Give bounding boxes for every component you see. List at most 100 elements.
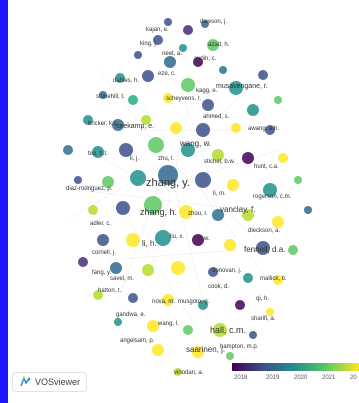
network-node[interactable] [93, 290, 103, 300]
author-label[interactable]: cornell, j. [92, 250, 116, 256]
network-node[interactable] [195, 172, 211, 188]
author-label[interactable]: nova, m. [152, 299, 175, 305]
author-label[interactable]: awang, a.h. [248, 126, 279, 132]
network-node[interactable] [192, 346, 204, 358]
network-node[interactable] [126, 233, 140, 247]
network-node[interactable] [266, 308, 274, 316]
author-label[interactable]: li, j. [130, 156, 139, 162]
network-node[interactable] [231, 123, 241, 133]
author-label[interactable]: fang, y. [92, 270, 112, 276]
network-node[interactable] [97, 234, 109, 246]
network-node[interactable] [110, 262, 122, 274]
author-label[interactable]: dahles, h. [113, 78, 139, 84]
author-label[interactable]: neet, a. [162, 51, 182, 57]
network-node[interactable] [74, 176, 82, 184]
author-label[interactable]: zhou, r. [188, 211, 208, 217]
network-node[interactable] [142, 264, 154, 276]
network-node[interactable] [213, 323, 227, 337]
network-node[interactable] [202, 99, 214, 111]
network-node[interactable] [183, 325, 193, 335]
network-node[interactable] [144, 196, 162, 214]
network-node[interactable] [278, 153, 288, 163]
author-label[interactable]: zhu, l. [158, 156, 174, 162]
network-node[interactable] [294, 176, 302, 184]
network-node[interactable] [224, 239, 236, 251]
author-label[interactable]: zhang, h. [140, 207, 177, 217]
network-node[interactable] [201, 20, 209, 28]
network-node[interactable] [196, 123, 210, 137]
author-label[interactable]: saarinen, j. [186, 345, 225, 354]
author-label[interactable]: sharifi, a. [251, 316, 276, 322]
network-node[interactable] [88, 205, 98, 215]
network-node[interactable] [263, 183, 277, 197]
author-label[interactable]: musgoto, g. [178, 299, 210, 305]
network-node[interactable] [288, 245, 298, 255]
network-node[interactable] [128, 95, 138, 105]
network-node[interactable] [198, 300, 208, 310]
author-label[interactable]: seekamp, e. [116, 123, 154, 130]
network-node[interactable] [130, 170, 146, 186]
author-label[interactable]: qi, h. [256, 296, 269, 302]
network-node[interactable] [179, 44, 187, 52]
author-label[interactable]: ahmed, s. [203, 114, 230, 120]
author-label[interactable]: aydin, c. [194, 56, 217, 62]
network-node[interactable] [193, 57, 203, 67]
network-node[interactable] [116, 201, 130, 215]
author-label[interactable]: bricker, k.s. [88, 121, 119, 127]
author-label[interactable]: bui, h.t. [88, 151, 108, 157]
author-label[interactable]: savel, m. [110, 276, 134, 282]
network-node[interactable] [208, 267, 218, 277]
author-label[interactable]: hampton, m.p. [220, 344, 259, 350]
author-label[interactable]: azad, h. [208, 42, 230, 48]
author-label[interactable]: gandwa, e. [116, 312, 146, 318]
network-node[interactable] [141, 115, 151, 125]
network-node[interactable] [226, 352, 234, 360]
author-label[interactable]: diaz-rodriguez, p. [66, 186, 113, 192]
author-label[interactable]: li, w. [198, 236, 210, 242]
network-node[interactable] [114, 318, 122, 326]
author-label[interactable]: liu, x. [170, 234, 184, 240]
network-node[interactable] [134, 51, 142, 59]
network-node[interactable] [158, 165, 178, 185]
network-node[interactable] [163, 93, 173, 103]
network-node[interactable] [258, 70, 268, 80]
network-node[interactable] [181, 143, 195, 157]
author-label[interactable]: stonehill, t. [96, 94, 125, 100]
network-node[interactable] [99, 91, 107, 99]
author-label[interactable]: hunt, c.a. [254, 164, 279, 170]
network-node[interactable] [247, 104, 259, 116]
network-visualization[interactable]: kajan, e. dawson, j. king, j. azad, h. n… [8, 0, 359, 403]
network-node[interactable] [274, 96, 282, 104]
network-node[interactable] [115, 73, 125, 83]
network-node[interactable] [229, 81, 243, 95]
network-node[interactable] [152, 344, 164, 356]
network-node[interactable] [249, 331, 257, 339]
network-node[interactable] [162, 294, 174, 306]
network-node[interactable] [174, 368, 182, 376]
network-node[interactable] [63, 145, 73, 155]
network-canvas[interactable]: kajan, e. dawson, j. king, j. azad, h. n… [8, 0, 359, 403]
author-label[interactable]: rogerson, c.m. [253, 194, 292, 200]
network-node[interactable] [119, 143, 133, 157]
network-node[interactable] [112, 119, 124, 131]
network-node[interactable] [164, 56, 176, 68]
author-label[interactable]: li, m. [213, 191, 226, 197]
network-node[interactable] [256, 241, 270, 255]
network-node[interactable] [164, 18, 172, 26]
network-node[interactable] [272, 216, 284, 228]
network-node[interactable] [148, 137, 164, 153]
network-node[interactable] [242, 209, 254, 221]
author-label[interactable]: mallick, b. [260, 276, 287, 282]
network-node[interactable] [183, 25, 193, 35]
network-node[interactable] [155, 230, 171, 246]
network-node[interactable] [83, 115, 93, 125]
network-node[interactable] [128, 293, 138, 303]
author-label[interactable]: adler, c. [90, 221, 111, 227]
network-node[interactable] [147, 320, 159, 332]
network-node[interactable] [153, 35, 163, 45]
author-label[interactable]: kajan, e. [146, 27, 169, 33]
network-node[interactable] [265, 125, 275, 135]
author-label[interactable]: dieckson, a. [248, 228, 280, 234]
network-node[interactable] [243, 273, 253, 283]
network-node[interactable] [192, 234, 204, 246]
